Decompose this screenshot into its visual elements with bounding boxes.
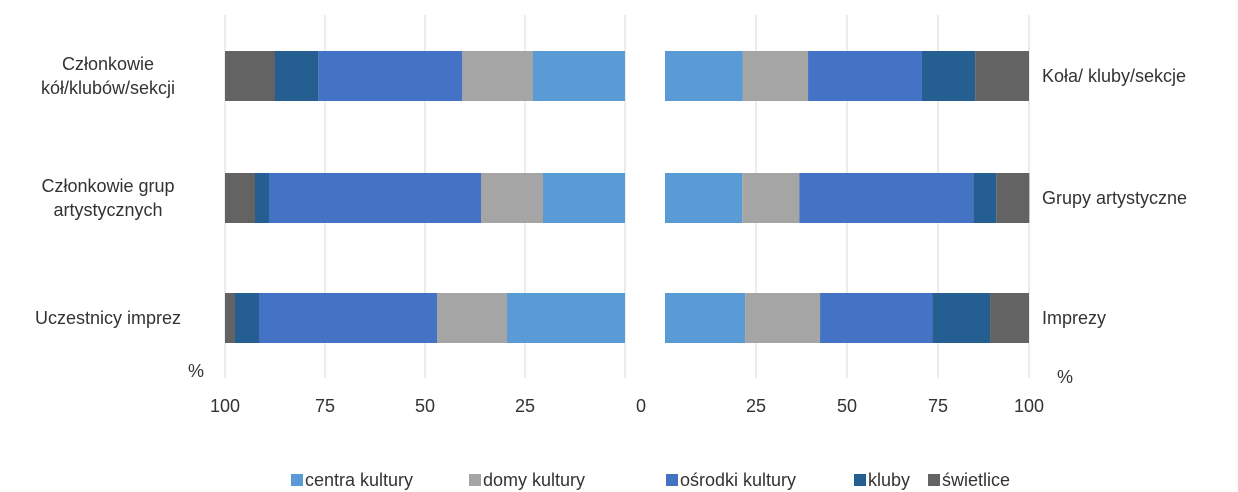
legend-label: domy kultury [483,470,585,490]
bar-segment [318,51,463,101]
x-tick-label: 100 [210,396,240,416]
bar-segment [437,293,507,343]
category-label: Uczestnicy imprez [34,308,182,328]
legend-label: kluby [868,470,910,490]
category-label: Koła/ kluby/sekcje [1042,66,1187,86]
bar-segment [255,173,269,223]
bar-segment [921,51,976,101]
legend-swatch [469,474,481,486]
x-tick-label: 0 [636,396,646,416]
bar-segment [507,293,625,343]
bar-segment [269,173,481,223]
legend-swatch [854,474,866,486]
bar-segment [533,51,625,101]
category-label: Imprezy [1042,308,1107,328]
bar-segment [932,293,991,343]
bar-segment [996,173,1030,223]
category-label: Członkowie kół/klubów/sekcji [40,54,176,98]
bar-segment [665,173,743,223]
x-tick-label: 25 [515,396,535,416]
bar-segment [820,293,933,343]
bar-segment [462,51,533,101]
x-tick-label: 50 [415,396,435,416]
bar-segment [808,51,922,101]
bar-segment [799,173,974,223]
x-tick-label: 50 [837,396,857,416]
legend-swatch [291,474,303,486]
bar-segment [225,51,275,101]
axis-label: % [1057,367,1073,387]
x-tick-label: 25 [746,396,766,416]
x-tick-label: 75 [928,396,948,416]
bar-segment [225,293,235,343]
bar-segment [235,293,259,343]
axis-label: % [188,361,204,381]
bar-segment [259,293,437,343]
bar-segment [665,51,743,101]
bar-segment [275,51,319,101]
bar-segment [975,51,1029,101]
bar-segment [973,173,997,223]
bar-segment [742,51,809,101]
legend-swatch [666,474,678,486]
bar-segment [665,293,746,343]
x-tick-label: 100 [1014,396,1044,416]
x-tick-label: 75 [315,396,335,416]
bar-segment [990,293,1029,343]
legend-label: centra kultury [305,470,413,490]
category-label: Członkowie grup artystycznych [41,176,175,220]
bar-segment [543,173,625,223]
bar-segment [745,293,821,343]
legend-label: świetlice [942,470,1010,490]
legend-swatch [928,474,940,486]
legend-label: ośrodki kultury [680,470,796,490]
category-label: Grupy artystyczne [1042,188,1188,208]
bar-segment [481,173,543,223]
bar-segment [742,173,800,223]
bar-segment [225,173,255,223]
